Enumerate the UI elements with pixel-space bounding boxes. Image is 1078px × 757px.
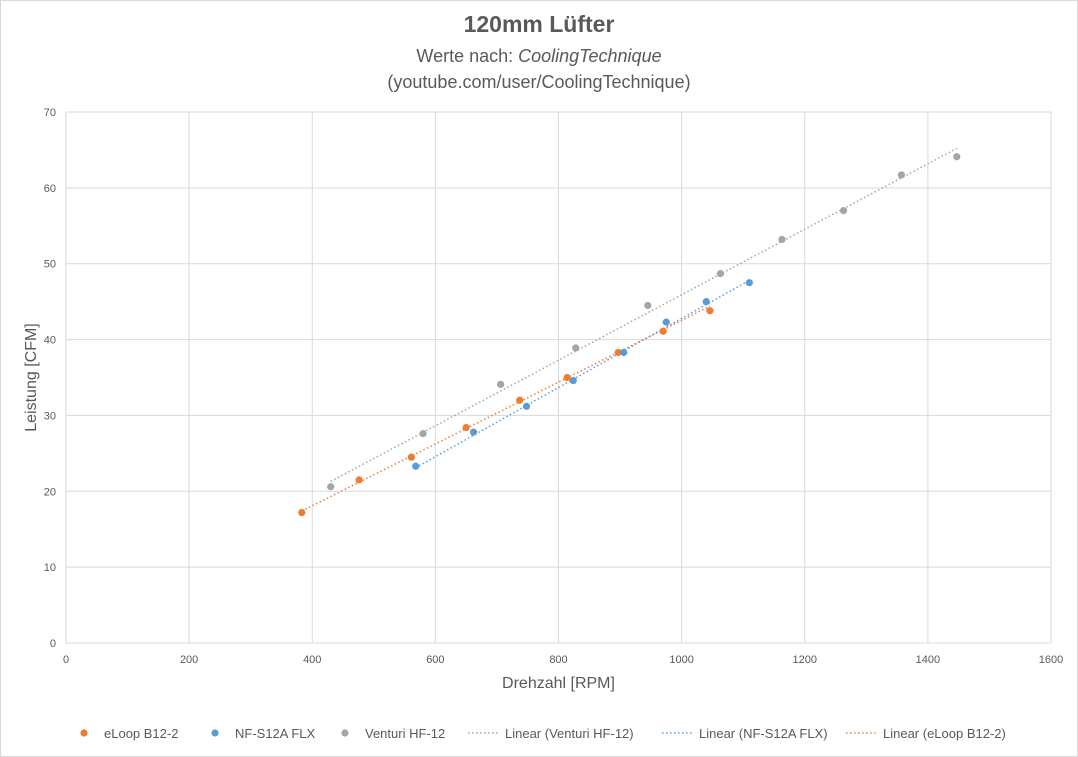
data-point	[620, 348, 628, 357]
legend: eLoop B12-2 NF-S12A FLX Venturi HF-12 Linea…	[80, 726, 1006, 741]
grid-lines	[65, 111, 1052, 644]
tick-labels: 0 10 20 30 40 50 60 70 0 200 400 600 800 1000 1200 1400…	[44, 107, 1063, 666]
y-axis-label: Leistung [CFM]	[23, 323, 40, 431]
data-point	[355, 476, 363, 484]
data-point	[497, 380, 505, 388]
x-tick-label: 400	[303, 654, 321, 666]
data-point	[572, 344, 580, 352]
chart-title: 120mm Lüfter	[463, 11, 615, 37]
data-point	[462, 423, 470, 432]
data-point	[614, 348, 622, 357]
y-tick-label: 0	[50, 638, 56, 650]
data-point	[407, 453, 415, 461]
data-point	[298, 508, 306, 517]
chart-subtitle: Werte nach: CoolingTechnique	[0, 46, 1078, 67]
x-tick-label: 1200	[793, 654, 817, 666]
data-point	[516, 396, 524, 404]
data-point	[419, 430, 427, 438]
y-tick-label: 30	[44, 410, 56, 422]
y-tick-label: 20	[44, 486, 56, 498]
legend-label: Linear (Venturi HF-12)	[505, 726, 634, 741]
subtitle-source-name: CoolingTechnique	[518, 46, 662, 66]
legend-label: Linear (NF-S12A FLX)	[699, 726, 828, 741]
chart-subtitle-url: (youtube.com/user/CoolingTechnique)	[387, 72, 691, 92]
trendline	[301, 305, 711, 512]
x-tick-label: 1000	[669, 654, 693, 666]
x-axis-label: Drehzahl [RPM]	[502, 675, 615, 692]
data-point	[839, 207, 848, 215]
legend-label: eLoop B12-2	[104, 726, 178, 741]
x-tick-label: 600	[426, 654, 444, 666]
subtitle-prefix: Werte nach:	[416, 46, 514, 66]
data-point	[716, 269, 725, 278]
data-point	[745, 279, 753, 287]
x-tick-label: 1600	[1039, 654, 1063, 666]
data-point	[662, 318, 670, 326]
y-tick-label: 40	[44, 335, 56, 347]
data-point	[563, 373, 571, 382]
x-tick-label: 1400	[916, 654, 940, 666]
trendlines	[301, 147, 958, 512]
y-tick-label: 50	[44, 259, 56, 271]
data-point	[327, 483, 335, 491]
y-tick-label: 70	[44, 107, 56, 119]
data-point	[706, 307, 714, 315]
data-point	[569, 376, 577, 385]
data-point	[469, 428, 478, 436]
x-tick-label: 0	[63, 654, 69, 666]
legend-label: Linear (eLoop B12-2)	[883, 726, 1006, 741]
legend-label: Venturi HF-12	[365, 726, 445, 741]
data-points	[298, 153, 961, 517]
x-tick-label: 800	[549, 654, 567, 666]
trendline	[415, 279, 750, 469]
legend-label: NF-S12A FLX	[235, 726, 316, 741]
data-point	[778, 235, 786, 244]
data-point	[897, 171, 906, 179]
legend-marker	[211, 729, 219, 737]
data-point	[412, 462, 420, 470]
data-point	[522, 402, 531, 410]
data-point	[659, 327, 667, 335]
y-tick-label: 10	[44, 562, 56, 574]
data-point	[702, 298, 710, 306]
x-tick-label: 200	[180, 654, 198, 666]
data-point	[644, 301, 652, 310]
y-tick-label: 60	[44, 183, 56, 195]
data-point	[953, 153, 961, 161]
legend-marker	[341, 729, 349, 737]
legend-marker	[80, 729, 88, 737]
